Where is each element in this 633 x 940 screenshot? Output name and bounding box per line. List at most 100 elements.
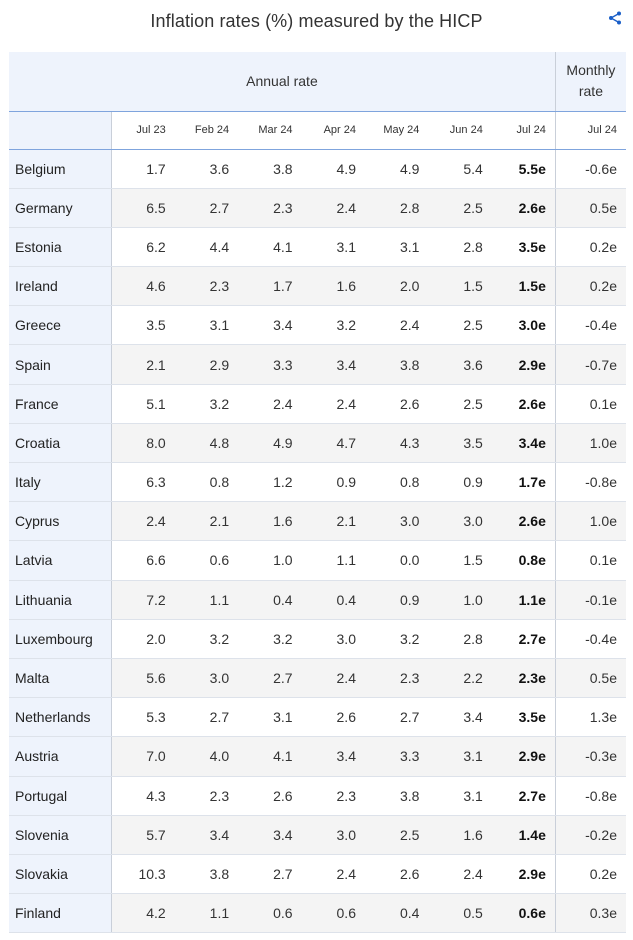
table-row: Malta 5.6 3.0 2.7 2.4 2.3 2.2 2.3e 0.5e	[9, 658, 626, 699]
annual-rate-cell: 0.6	[238, 893, 302, 934]
country-cell: Estonia	[9, 227, 112, 268]
annual-rate-cell: 0.6	[301, 893, 365, 934]
annual-rate-cell: 2.7	[174, 697, 239, 738]
annual-rate-cell: 3.5	[428, 423, 492, 464]
annual-rate-cell: 2.4	[238, 384, 302, 424]
annual-rate-cell: 2.7	[174, 188, 239, 228]
annual-rate-cell: 2.3	[174, 266, 239, 307]
latest-annual-rate-cell: 2.6e	[491, 501, 556, 542]
latest-annual-rate-cell: 1.1e	[491, 580, 556, 620]
latest-annual-rate-cell: 2.9e	[491, 344, 556, 385]
annual-rate-cell: 2.3	[301, 776, 365, 816]
annual-rate-cell: 3.1	[428, 776, 492, 816]
latest-annual-rate-cell: 2.3e	[491, 658, 556, 699]
annual-rate-cell: 4.6	[110, 266, 175, 307]
latest-annual-rate-cell: 2.7e	[491, 776, 556, 816]
annual-rate-cell: 1.0	[428, 580, 492, 620]
annual-rate-cell: 2.5	[364, 815, 429, 855]
annual-rate-cell: 2.7	[364, 697, 429, 738]
annual-rate-cell: 3.0	[174, 658, 239, 699]
country-cell: Italy	[9, 462, 112, 503]
annual-rate-cell: 1.1	[174, 580, 239, 620]
annual-rate-cell: 3.1	[238, 697, 302, 738]
annual-rate-cell: 4.7	[301, 423, 365, 464]
country-cell: Finland	[9, 893, 112, 934]
annual-rate-cell: 0.0	[364, 540, 429, 581]
annual-rate-cell: 0.4	[301, 580, 365, 620]
annual-rate-cell: 2.6	[364, 384, 429, 424]
period-header: Jul 24	[554, 111, 626, 150]
country-cell: Austria	[9, 736, 112, 777]
annual-rate-cell: 3.4	[238, 815, 302, 855]
annual-rate-cell: 3.8	[174, 854, 239, 895]
annual-rate-cell: 3.8	[238, 149, 302, 189]
table-row: Luxembourg 2.0 3.2 3.2 3.0 3.2 2.8 2.7e -0.4e	[9, 619, 626, 659]
table-row: Lithuania 7.2 1.1 0.4 0.4 0.9 1.0 1.1e -0.1e	[9, 580, 626, 620]
monthly-rate-cell: -0.7e	[554, 344, 626, 385]
annual-rate-cell: 4.9	[301, 149, 365, 189]
monthly-rate-cell: 0.1e	[554, 384, 626, 424]
annual-rate-cell: 2.4	[364, 305, 429, 346]
period-header: Feb 24	[174, 111, 239, 150]
monthly-rate-cell: 0.3e	[554, 893, 626, 934]
table-row: Slovenia 5.7 3.4 3.4 3.0 2.5 1.6 1.4e -0.2e	[9, 815, 626, 855]
latest-annual-rate-cell: 2.9e	[491, 854, 556, 895]
monthly-rate-cell: -0.4e	[554, 619, 626, 659]
annual-rate-cell: 2.5	[428, 384, 492, 424]
annual-rate-cell: 3.4	[301, 344, 365, 385]
annual-rate-cell: 2.1	[301, 501, 365, 542]
period-header: Jul 24	[491, 111, 556, 150]
annual-rate-cell: 3.2	[174, 619, 239, 659]
annual-rate-cell: 4.8	[174, 423, 239, 464]
monthly-rate-cell: -0.6e	[554, 149, 626, 189]
table-row: France 5.1 3.2 2.4 2.4 2.6 2.5 2.6e 0.1e	[9, 384, 626, 424]
annual-rate-cell: 3.0	[301, 619, 365, 659]
annual-rate-cell: 3.6	[174, 149, 239, 189]
table-row: Portugal 4.3 2.3 2.6 2.3 3.8 3.1 2.7e -0.8e	[9, 776, 626, 816]
table-row: Finland 4.2 1.1 0.6 0.6 0.4 0.5 0.6e 0.3e	[9, 893, 626, 934]
annual-rate-cell: 10.3	[110, 854, 175, 895]
annual-rate-cell: 5.1	[110, 384, 175, 424]
country-column-header	[9, 111, 112, 150]
annual-rate-cell: 0.4	[364, 893, 429, 934]
country-cell: Luxembourg	[9, 619, 112, 659]
monthly-rate-cell: 0.5e	[554, 658, 626, 699]
annual-rate-cell: 3.8	[364, 344, 429, 385]
annual-rate-cell: 4.3	[364, 423, 429, 464]
annual-rate-cell: 1.0	[238, 540, 302, 581]
annual-rate-cell: 2.4	[428, 854, 492, 895]
annual-rate-cell: 3.5	[110, 305, 175, 346]
monthly-rate-cell: -0.4e	[554, 305, 626, 346]
annual-rate-cell: 5.7	[110, 815, 175, 855]
country-cell: France	[9, 384, 112, 424]
table-row: Estonia 6.2 4.4 4.1 3.1 3.1 2.8 3.5e 0.2e	[9, 227, 626, 268]
annual-rate-cell: 1.5	[428, 266, 492, 307]
latest-annual-rate-cell: 1.5e	[491, 266, 556, 307]
annual-rate-cell: 3.2	[238, 619, 302, 659]
annual-rate-cell: 3.2	[174, 384, 239, 424]
monthly-rate-cell: -0.3e	[554, 736, 626, 777]
monthly-rate-cell: -0.2e	[554, 815, 626, 855]
latest-annual-rate-cell: 2.6e	[491, 384, 556, 424]
table-row: Slovakia 10.3 3.8 2.7 2.4 2.6 2.4 2.9e 0.2e	[9, 854, 626, 895]
period-header: Mar 24	[238, 111, 302, 150]
annual-rate-cell: 3.4	[301, 736, 365, 777]
table-row: Cyprus 2.4 2.1 1.6 2.1 3.0 3.0 2.6e 1.0e	[9, 501, 626, 542]
annual-rate-cell: 1.7	[238, 266, 302, 307]
monthly-rate-cell: 0.2e	[554, 854, 626, 895]
annual-rate-cell: 1.6	[428, 815, 492, 855]
latest-annual-rate-cell: 3.4e	[491, 423, 556, 464]
annual-rate-cell: 0.9	[364, 580, 429, 620]
annual-rate-cell: 3.1	[364, 227, 429, 268]
country-cell: Greece	[9, 305, 112, 346]
page-title: Inflation rates (%) measured by the HICP	[150, 11, 483, 31]
country-cell: Ireland	[9, 266, 112, 307]
monthly-rate-cell: 0.2e	[554, 227, 626, 268]
annual-rate-cell: 5.6	[110, 658, 175, 699]
annual-rate-cell: 6.6	[110, 540, 175, 581]
annual-rate-cell: 2.0	[110, 619, 175, 659]
period-header: Jul 23	[110, 111, 175, 150]
annual-rate-cell: 2.7	[238, 658, 302, 699]
latest-annual-rate-cell: 2.6e	[491, 188, 556, 228]
share-icon[interactable]	[608, 11, 622, 25]
